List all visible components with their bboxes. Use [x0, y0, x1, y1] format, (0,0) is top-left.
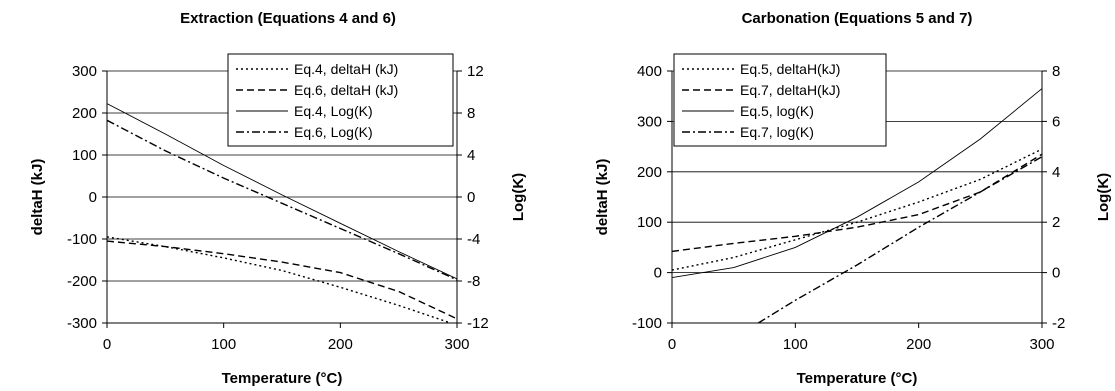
y2-tick-label: 0 [467, 189, 475, 206]
y-tick-label: 0 [89, 189, 97, 206]
y2-tick-label: 8 [1052, 63, 1060, 80]
y2-tick-label: 6 [1052, 113, 1060, 130]
x-axis-label: Temperature (°C) [222, 370, 343, 387]
y2-tick-label: -4 [467, 231, 480, 248]
y-tick-label: -300 [67, 315, 97, 332]
x-tick-label: 300 [444, 336, 469, 353]
y-tick-label: 0 [654, 265, 662, 282]
legend-label: Eq.4, Log(K) [294, 103, 373, 119]
y2-tick-label: 0 [1052, 265, 1060, 282]
y2-tick-label: -2 [1052, 315, 1065, 332]
legend-box [673, 53, 887, 147]
y-tick-label: -200 [67, 273, 97, 290]
x-tick-label: 200 [328, 336, 353, 353]
y-tick-label: 300 [637, 113, 662, 130]
chart-panel-1: Extraction (Equations 4 and 6) 300 200 100 0… [29, 10, 527, 387]
legend: Eq.5, deltaH(kJ) Eq.7, deltaH(kJ) Eq.5, lo… [673, 53, 887, 147]
y2-tick-label: 8 [467, 105, 475, 122]
y-tick-label: 200 [72, 105, 97, 122]
series-line-3 [672, 88, 1042, 279]
legend-label: Eq.4, deltaH (kJ) [294, 61, 398, 77]
series-line-2 [672, 153, 1042, 253]
y-tick-label: -100 [632, 315, 662, 332]
x-tick-label: 200 [906, 336, 931, 353]
x-axis-label: Temperature (°C) [797, 370, 918, 387]
legend-label: Eq.7, deltaH(kJ) [740, 82, 840, 98]
series-line-4 [107, 119, 457, 281]
legend-label: Eq.5, log(K) [740, 103, 814, 119]
legend-label: Eq.7, log(K) [740, 124, 814, 140]
x-tick-label: 0 [103, 336, 111, 353]
y-axis-label: deltaH (kJ) [594, 159, 611, 236]
x-tick-label: 0 [668, 336, 676, 353]
y2-tick-label: -12 [467, 315, 489, 332]
series-line-3 [107, 103, 457, 280]
series-line-1 [672, 148, 1042, 271]
legend: Eq.4, deltaH (kJ) Eq.6, deltaH (kJ) Eq.4, … [227, 53, 454, 147]
chart-title: Extraction (Equations 4 and 6) [180, 10, 396, 27]
y-tick-label: 400 [637, 63, 662, 80]
chart-panel-2: Carbonation (Equations 5 and 7)400300200… [594, 10, 1112, 387]
x-tick-label: 100 [211, 336, 236, 353]
legend-box [227, 53, 454, 147]
series-group [672, 88, 1042, 323]
x-tick-label: 100 [783, 336, 808, 353]
y-tick-label: 100 [72, 147, 97, 164]
y2-tick-label: -8 [467, 273, 480, 290]
y2-axis-label: Log(K) [1095, 173, 1112, 221]
legend-label: Eq.5, deltaH(kJ) [740, 61, 840, 77]
y-axis-label: deltaH (kJ) [29, 159, 46, 236]
y-tick-label: 100 [637, 214, 662, 231]
y-tick-label: -100 [67, 231, 97, 248]
x-tick-label: 300 [1029, 336, 1054, 353]
y-tick-label: 200 [637, 164, 662, 181]
y-tick-label: 300 [72, 63, 97, 80]
y2-tick-label: 4 [1052, 164, 1060, 181]
chart-title: Carbonation (Equations 5 and 7) [742, 10, 973, 27]
series-line-2 [107, 240, 457, 320]
y2-tick-label: 2 [1052, 214, 1060, 231]
y2-tick-label: 4 [467, 147, 475, 164]
y2-axis-label: Log(K) [510, 173, 527, 221]
series-line-1 [107, 236, 453, 323]
y2-tick-label: 12 [467, 63, 484, 80]
legend-label: Eq.6, Log(K) [294, 124, 373, 140]
legend-label: Eq.6, deltaH (kJ) [294, 82, 398, 98]
series-line-4 [757, 156, 1042, 323]
series-group [107, 103, 457, 323]
